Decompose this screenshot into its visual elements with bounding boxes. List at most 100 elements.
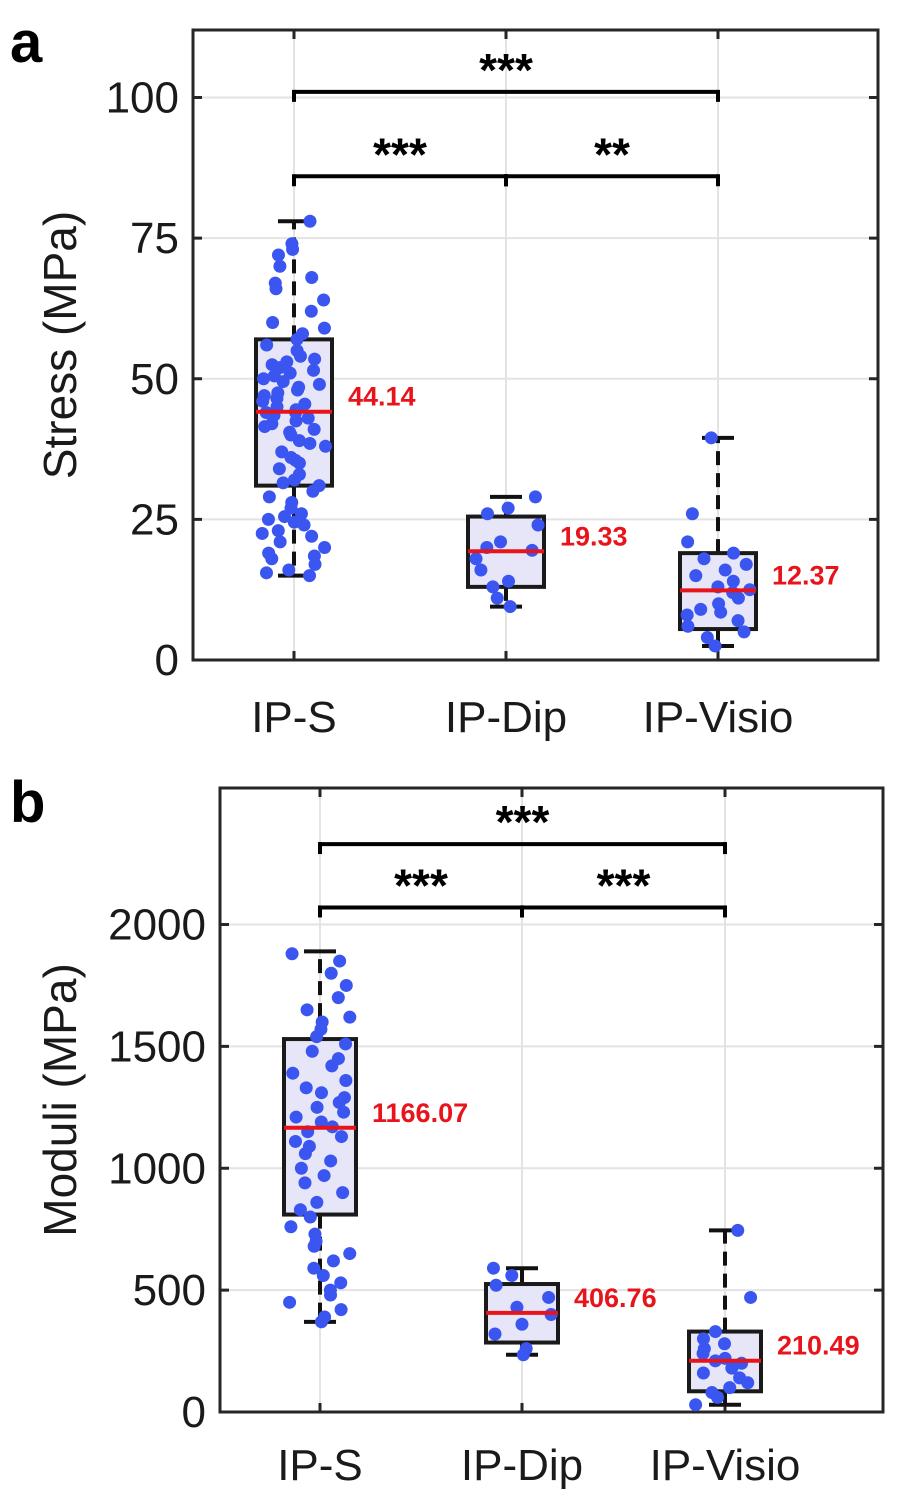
- data-point: [257, 389, 271, 403]
- median-label-ip-dip: 406.76: [574, 1283, 657, 1313]
- data-point: [681, 619, 695, 633]
- data-point: [312, 377, 326, 391]
- data-point: [474, 563, 488, 577]
- data-point: [489, 1278, 503, 1292]
- data-point: [531, 518, 545, 532]
- data-point: [696, 1366, 710, 1380]
- data-point: [305, 1044, 319, 1058]
- data-point: [718, 1351, 732, 1365]
- data-point: [700, 631, 714, 644]
- data-point: [708, 639, 722, 653]
- data-point: [542, 1290, 556, 1304]
- data-point: [272, 462, 286, 476]
- data-point: [303, 214, 317, 228]
- data-point: [307, 549, 321, 563]
- xtick-label-ip-dip: IP-Dip: [461, 1441, 583, 1490]
- data-point: [733, 1371, 747, 1385]
- data-point: [303, 436, 317, 450]
- data-point: [262, 546, 276, 560]
- data-point: [689, 1398, 703, 1412]
- data-point: [284, 1220, 298, 1234]
- data-point: [326, 1254, 340, 1268]
- data-point: [285, 237, 299, 251]
- significance-bracket: **: [504, 128, 720, 187]
- data-point: [319, 439, 333, 453]
- data-point: [283, 425, 297, 439]
- data-point: [294, 1161, 308, 1175]
- data-point: [305, 271, 319, 284]
- data-point: [317, 293, 331, 307]
- data-point: [300, 1003, 314, 1017]
- data-point: [307, 422, 321, 436]
- data-point: [304, 304, 318, 318]
- data-point: [731, 614, 745, 628]
- data-point: [323, 1283, 337, 1297]
- data-point: [307, 363, 321, 377]
- data-point: [704, 431, 718, 445]
- data-point: [726, 574, 740, 588]
- data-point: [280, 355, 294, 369]
- data-point: [260, 338, 274, 352]
- axes-frame: [191, 28, 880, 662]
- data-point: [314, 1115, 328, 1129]
- data-point: [262, 490, 276, 504]
- ytick-label: 500: [133, 1266, 206, 1315]
- data-point: [681, 535, 695, 549]
- data-point: [339, 1037, 353, 1051]
- data-point: [336, 1186, 350, 1200]
- data-point: [480, 507, 494, 521]
- data-point: [501, 501, 515, 515]
- data-point: [298, 1176, 312, 1190]
- data-point: [288, 1134, 302, 1148]
- data-point: [290, 344, 304, 358]
- significance-label: ***: [479, 44, 533, 96]
- median-label-ip-s: 44.14: [348, 382, 416, 412]
- data-point: [308, 1227, 322, 1241]
- ytick-label: 75: [130, 214, 179, 263]
- data-point: [307, 1261, 321, 1275]
- significance-label: **: [594, 128, 630, 180]
- data-point: [271, 524, 285, 538]
- ytick-label: 25: [130, 495, 179, 544]
- ytick-label: 0: [155, 636, 179, 685]
- data-point: [296, 327, 310, 341]
- data-point: [276, 476, 290, 490]
- ytick-label: 1000: [108, 1144, 206, 1193]
- data-point: [271, 248, 285, 262]
- data-point: [315, 1015, 329, 1029]
- data-point: [486, 1261, 500, 1275]
- data-point: [302, 1139, 316, 1153]
- median-label-ip-visio: 210.49: [777, 1331, 860, 1361]
- y-axis-label: Moduli (MPa): [34, 963, 86, 1237]
- xtick-label-ip-s: IP-S: [277, 1441, 363, 1490]
- ytick-label: 2000: [108, 901, 206, 950]
- data-point: [292, 380, 306, 394]
- median-label-ip-visio: 12.37: [772, 560, 840, 590]
- data-point: [273, 535, 287, 549]
- data-point: [293, 1203, 307, 1217]
- data-point: [331, 1052, 345, 1066]
- data-point: [744, 1290, 758, 1304]
- data-point: [694, 602, 708, 616]
- data-point: [337, 1105, 351, 1119]
- panel-a: 0 25 50 75 100 IP-S IP-Dip IP-Visio Stress (MPa)…: [10, 10, 880, 742]
- data-point: [255, 526, 269, 540]
- ytick-label: 50: [130, 355, 179, 404]
- data-point: [317, 1169, 331, 1183]
- data-point: [737, 625, 751, 639]
- significance-bracket: ***: [318, 796, 727, 855]
- data-point: [333, 954, 347, 968]
- data-point: [731, 1223, 745, 1237]
- data-point: [488, 1327, 502, 1341]
- data-point: [503, 600, 517, 614]
- xtick-label-ip-visio: IP-Visio: [650, 1441, 801, 1490]
- data-point: [318, 1310, 332, 1324]
- data-point: [275, 445, 289, 459]
- data-point: [334, 1276, 348, 1290]
- data-point: [283, 366, 297, 380]
- data-point: [494, 535, 508, 549]
- data-point: [266, 316, 280, 329]
- data-point: [308, 352, 322, 366]
- data-point: [486, 580, 500, 594]
